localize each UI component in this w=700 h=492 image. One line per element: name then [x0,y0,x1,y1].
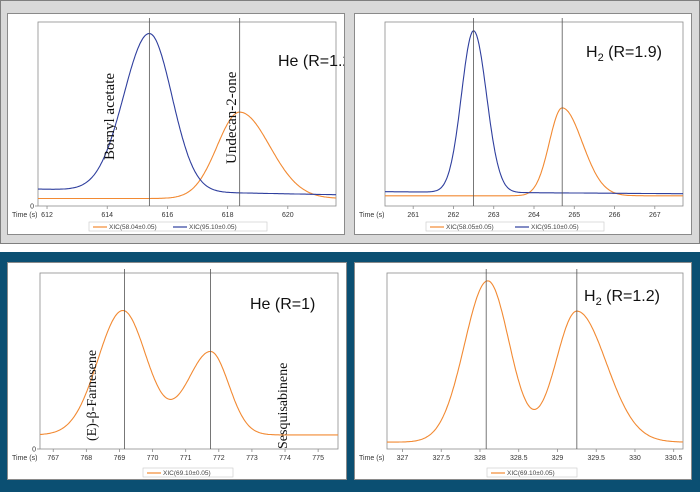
series-line-0 [40,309,338,436]
x-axis-title: Time (s) [12,212,37,219]
resolution-label: He (R=1.2) [278,53,344,70]
compound-annotation: Undecan-2-one [224,71,240,164]
resolution-label: He (R=1) [250,296,315,313]
y-tick-label: 0 [32,447,36,454]
chart-svg: 0.4e60.6e60.8e61.0e61.2e61.4e61.6e61.8e6… [359,269,684,478]
plot-frame [39,272,339,450]
chart-panel-h2-farnesene: 0.4e60.6e60.8e61.0e61.2e61.4e61.6e61.8e6… [354,262,692,480]
x-tick-label: 265 [568,212,580,219]
legend-box [486,467,578,478]
chart-panel-he-farnesene: 00.2e60.4e60.6e60.8e61.0e61.2e61.4e67677… [7,262,347,480]
resolution-label: H2 (R=1.2) [584,288,660,308]
x-tick-label: 327 [397,455,409,462]
chart-svg: 00.2e60.4e60.6e60.8e61.0e61.2e61.4e67677… [12,269,339,478]
chart-panel-h2-bornyl: 0.2e60.4e60.6e60.8e61.0e61.2e61.4e61.6e6… [354,13,692,235]
compound-annotation: (E)-β-Farnesene [85,350,100,441]
x-tick-label: 614 [101,212,113,219]
x-axis-title: Time (s) [12,455,37,462]
x-tick-label: 262 [448,212,460,219]
x-tick-label: 329 [552,455,564,462]
x-tick-label: 327.5 [432,455,450,462]
x-tick-label: 612 [41,212,53,219]
y-tick-label: 0 [30,204,34,211]
series-line-1 [38,32,336,196]
chart-panel-he-bornyl: 00.1e60.2e60.3e60.4e60.5e60.6e60.7e60.8e… [7,13,345,235]
x-tick-label: 772 [213,455,225,462]
legend-label: XIC(58.04±0.05) [109,224,157,231]
series-line-0 [38,111,337,200]
series-line-0 [387,280,684,443]
x-tick-label: 767 [47,455,59,462]
legend-label: XIC(58.05±0.05) [446,224,494,231]
legend-label: XIC(69.10±0.05) [507,470,555,477]
x-axis-title: Time (s) [359,455,384,462]
x-tick-label: 263 [488,212,500,219]
legend-label: XIC(95.10±0.05) [531,224,579,231]
x-tick-label: 266 [609,212,621,219]
plot-frame [386,272,684,450]
series-line-1 [385,30,683,195]
x-tick-label: 261 [407,212,419,219]
x-tick-label: 330.5 [665,455,683,462]
legend-box [142,467,234,478]
x-tick-label: 773 [246,455,258,462]
x-tick-label: 620 [282,212,294,219]
chart-svg: 00.1e60.2e60.3e60.4e60.5e60.6e60.7e60.8e… [12,18,344,232]
x-tick-label: 768 [81,455,93,462]
x-tick-label: 264 [528,212,540,219]
x-tick-label: 618 [222,212,234,219]
resolution-label: H2 (R=1.9) [586,44,662,64]
compound-annotation: Sesquisabinene [276,363,291,449]
x-tick-label: 769 [114,455,126,462]
legend-label: XIC(69.10±0.05) [163,470,211,477]
x-tick-label: 775 [312,455,324,462]
series-line-0 [385,107,683,197]
x-tick-label: 328.5 [510,455,528,462]
legend-label: XIC(95.10±0.05) [189,224,237,231]
x-tick-label: 328 [474,455,486,462]
x-tick-label: 616 [162,212,174,219]
chart-svg: 0.2e60.4e60.6e60.8e61.0e61.2e61.4e61.6e6… [359,18,684,232]
x-tick-label: 770 [147,455,159,462]
x-tick-label: 771 [180,455,192,462]
compound-annotation: Bornyl acetate [102,73,118,160]
plot-frame [37,21,337,207]
x-tick-label: 774 [279,455,291,462]
x-tick-label: 329.5 [587,455,605,462]
x-axis-title: Time (s) [359,212,384,219]
x-tick-label: 267 [649,212,661,219]
x-tick-label: 330 [629,455,641,462]
